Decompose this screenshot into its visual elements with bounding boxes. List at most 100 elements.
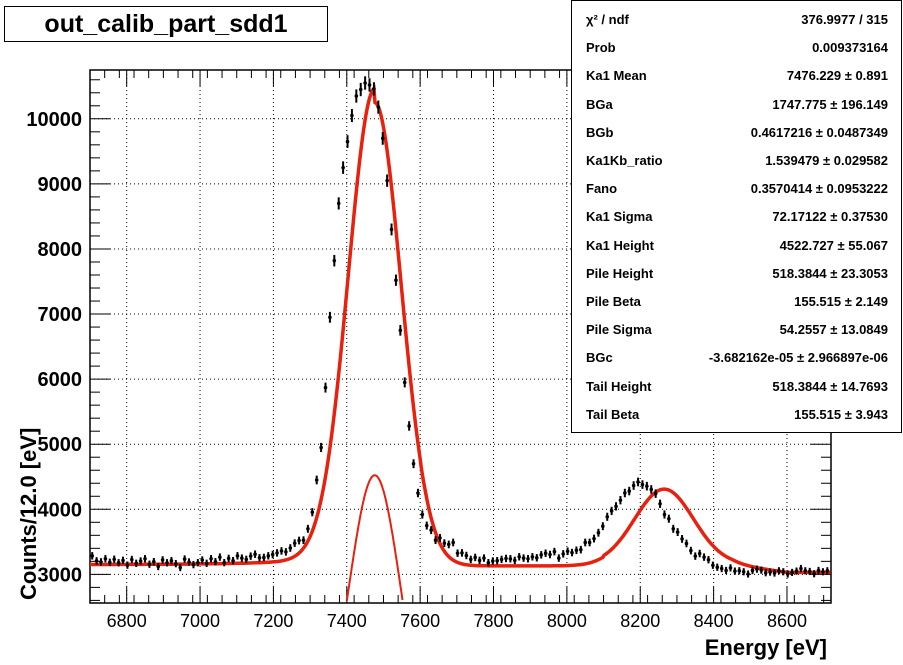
data-marker bbox=[424, 523, 429, 528]
data-point bbox=[508, 555, 513, 563]
data-marker bbox=[667, 516, 671, 521]
data-point bbox=[733, 567, 737, 575]
data-marker bbox=[125, 563, 130, 567]
data-point bbox=[231, 557, 235, 565]
data-marker bbox=[790, 570, 794, 575]
data-marker bbox=[803, 568, 808, 573]
data-marker bbox=[235, 554, 240, 558]
data-point bbox=[631, 481, 636, 490]
data-marker bbox=[662, 512, 667, 517]
data-marker bbox=[420, 512, 425, 517]
data-marker bbox=[728, 566, 733, 570]
x-tick-label: 7200 bbox=[253, 611, 293, 631]
data-point bbox=[147, 560, 152, 568]
data-marker bbox=[182, 557, 187, 561]
data-point bbox=[112, 555, 117, 563]
data-marker bbox=[490, 559, 495, 563]
data-point bbox=[486, 558, 491, 567]
data-point bbox=[416, 488, 420, 498]
data-marker bbox=[178, 565, 183, 570]
data-point bbox=[794, 567, 799, 575]
data-point bbox=[187, 558, 191, 566]
stat-row: Prob 0.009373164 bbox=[572, 34, 901, 62]
data-point bbox=[539, 551, 544, 559]
data-point bbox=[680, 535, 684, 543]
data-point bbox=[667, 514, 671, 523]
stat-row: Ka1Kb_ratio 1.539479 ± 0.029582 bbox=[572, 147, 901, 175]
data-point bbox=[565, 547, 570, 556]
data-point bbox=[90, 552, 95, 560]
data-point bbox=[623, 488, 627, 498]
data-marker bbox=[715, 565, 720, 570]
data-marker bbox=[341, 165, 345, 170]
data-marker bbox=[429, 528, 433, 532]
data-point bbox=[535, 554, 539, 562]
data-marker bbox=[187, 560, 191, 564]
data-point bbox=[103, 555, 108, 563]
data-point bbox=[240, 554, 244, 562]
data-point bbox=[684, 539, 689, 548]
stat-name: Tail Height bbox=[586, 378, 652, 394]
data-marker bbox=[438, 536, 442, 540]
data-marker bbox=[477, 558, 482, 563]
data-point bbox=[200, 556, 205, 564]
data-marker bbox=[627, 489, 632, 493]
data-marker bbox=[521, 556, 526, 560]
data-marker bbox=[579, 547, 583, 552]
data-point bbox=[561, 550, 566, 558]
data-marker bbox=[468, 557, 473, 562]
data-marker bbox=[508, 556, 513, 561]
data-marker bbox=[112, 557, 117, 562]
data-point bbox=[314, 475, 319, 485]
stat-value: 0.009373164 bbox=[812, 40, 888, 56]
stat-value: 7476.229 ± 0.891 bbox=[786, 68, 888, 84]
stat-value: 0.4617216 ± 0.0487349 bbox=[750, 124, 888, 140]
data-marker bbox=[204, 561, 209, 566]
data-marker bbox=[539, 553, 544, 557]
data-marker bbox=[473, 555, 477, 560]
data-point bbox=[521, 554, 526, 562]
curve-layer bbox=[90, 84, 831, 602]
data-point bbox=[134, 559, 139, 567]
data-point bbox=[601, 522, 605, 531]
data-marker bbox=[367, 83, 372, 87]
data-point bbox=[121, 556, 125, 565]
data-point bbox=[319, 442, 323, 453]
data-marker bbox=[464, 553, 469, 558]
data-marker bbox=[799, 566, 803, 571]
data-point bbox=[376, 100, 381, 114]
data-point bbox=[438, 534, 442, 542]
data-point bbox=[759, 566, 764, 574]
data-marker bbox=[495, 558, 499, 563]
data-point bbox=[328, 311, 332, 323]
stat-value: 72.17122 ± 0.37530 bbox=[772, 209, 888, 225]
x-tick-label: 7600 bbox=[400, 611, 440, 631]
data-marker bbox=[411, 461, 416, 466]
data-marker bbox=[130, 557, 134, 562]
data-marker bbox=[108, 560, 112, 565]
data-point bbox=[160, 556, 165, 564]
data-marker bbox=[332, 258, 337, 263]
stats-box: χ² / ndf 376.9977 / 315 Prob 0.009373164 Ka1… bbox=[571, 0, 902, 433]
data-point bbox=[640, 480, 645, 489]
data-marker bbox=[222, 560, 227, 565]
data-point bbox=[746, 570, 750, 578]
data-point bbox=[420, 510, 425, 519]
data-marker bbox=[526, 556, 530, 561]
stat-row: BGb 0.4617216 ± 0.0487349 bbox=[572, 119, 901, 147]
data-marker bbox=[583, 540, 588, 545]
data-marker bbox=[768, 570, 772, 574]
data-marker bbox=[750, 568, 755, 573]
stat-row: BGa 1747.775 ± 196.149 bbox=[572, 91, 901, 119]
data-marker bbox=[636, 480, 640, 484]
data-point bbox=[169, 557, 174, 565]
data-point bbox=[618, 495, 623, 505]
fit-curve-total bbox=[90, 84, 831, 575]
data-marker bbox=[345, 139, 350, 144]
data-marker bbox=[763, 570, 768, 575]
data-marker bbox=[134, 561, 139, 566]
data-point bbox=[350, 109, 354, 123]
data-point bbox=[499, 555, 504, 564]
data-point bbox=[204, 559, 209, 567]
data-point bbox=[473, 553, 477, 562]
